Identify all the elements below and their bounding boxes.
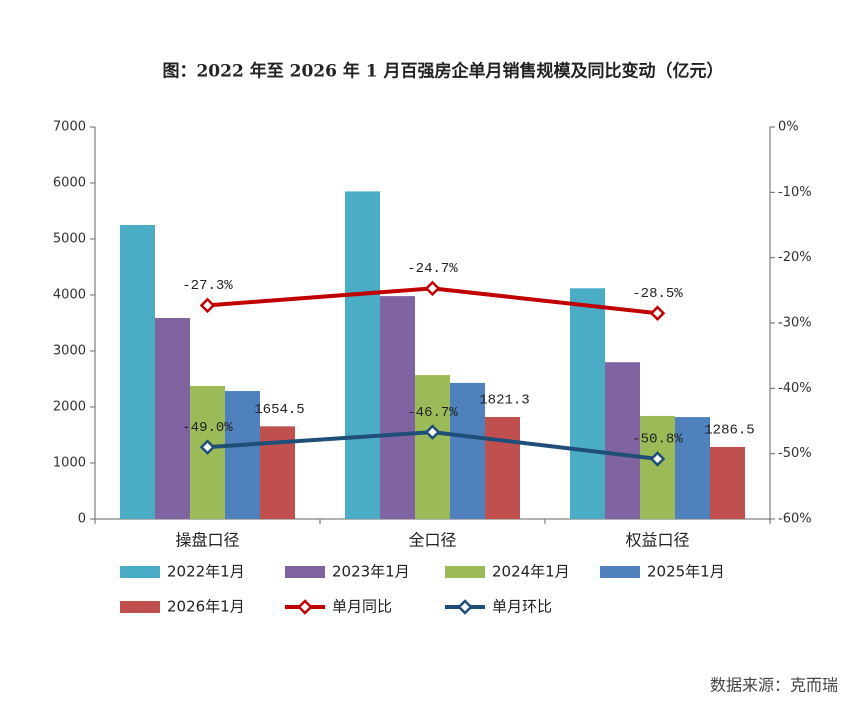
legend-label: 单月环比 (492, 598, 552, 616)
line-marker (199, 297, 216, 314)
bar (710, 446, 745, 519)
bar (450, 382, 485, 519)
legend-marker (297, 599, 313, 615)
legend-swatch (285, 566, 325, 578)
y-tick-label: 2000 (53, 400, 86, 415)
legend-label: 2023年1月 (332, 563, 410, 581)
y2-tick-label: -40% (778, 381, 812, 396)
data-label: -46.7% (407, 405, 458, 421)
line-marker (424, 280, 441, 297)
y-tick-label: 1000 (53, 456, 86, 471)
y-tick-label: 4000 (53, 288, 86, 303)
y2-tick-label: 0% (778, 120, 799, 135)
legend-label: 2025年1月 (647, 563, 725, 581)
bar (570, 288, 605, 519)
bar (120, 225, 155, 519)
y-tick-label: 0 (78, 512, 86, 527)
y2-tick-label: -30% (778, 316, 812, 331)
legend-swatch (120, 601, 160, 613)
bar (225, 391, 260, 519)
x-tick-label: 全口径 (408, 531, 456, 550)
y2-tick-label: -60% (778, 512, 812, 527)
bar (605, 362, 640, 519)
legend-swatch (120, 566, 160, 578)
y2-tick-label: -10% (778, 185, 812, 200)
chart-title: 图：2022 年至 2026 年 1 月百强房企单月销售规模及同比变动（亿元） (162, 61, 723, 82)
data-label: 1821.3 (479, 393, 529, 409)
data-label: 1286.5 (704, 423, 754, 439)
x-tick-label: 权益口径 (625, 531, 689, 550)
line-marker (199, 439, 216, 455)
bar (675, 417, 710, 519)
data-label: -28.5% (632, 286, 683, 302)
data-label: -49.0% (182, 420, 233, 436)
legend-label: 2022年1月 (167, 563, 245, 581)
data-label: -50.8% (632, 432, 683, 448)
data-label: 1654.5 (254, 402, 304, 418)
y-tick-label: 5000 (53, 232, 86, 247)
bar (155, 317, 190, 519)
line-marker (424, 424, 441, 440)
source: 数据来源：克而瑞 (710, 676, 838, 695)
y-tick-label: 3000 (53, 344, 86, 359)
y2-tick-label: -20% (778, 250, 812, 265)
legend-swatch (600, 566, 640, 578)
x-tick-label: 操盘口径 (175, 531, 239, 550)
y-tick-label: 7000 (53, 120, 86, 135)
bar (640, 415, 675, 519)
bar (345, 191, 380, 519)
line-marker (649, 305, 666, 321)
legend-label: 2024年1月 (492, 563, 570, 581)
legend-swatch (445, 566, 485, 578)
y2-tick-label: -50% (778, 446, 812, 461)
bar (485, 417, 520, 519)
bar (380, 296, 415, 519)
legend-label: 2026年1月 (167, 598, 245, 616)
line-marker (649, 451, 666, 467)
y-tick-label: 6000 (53, 176, 86, 191)
data-label: -27.3% (182, 278, 233, 294)
bar (415, 375, 450, 519)
legend-marker (457, 599, 473, 615)
legend-label: 单月同比 (332, 598, 392, 616)
data-label: -24.7% (407, 261, 458, 277)
